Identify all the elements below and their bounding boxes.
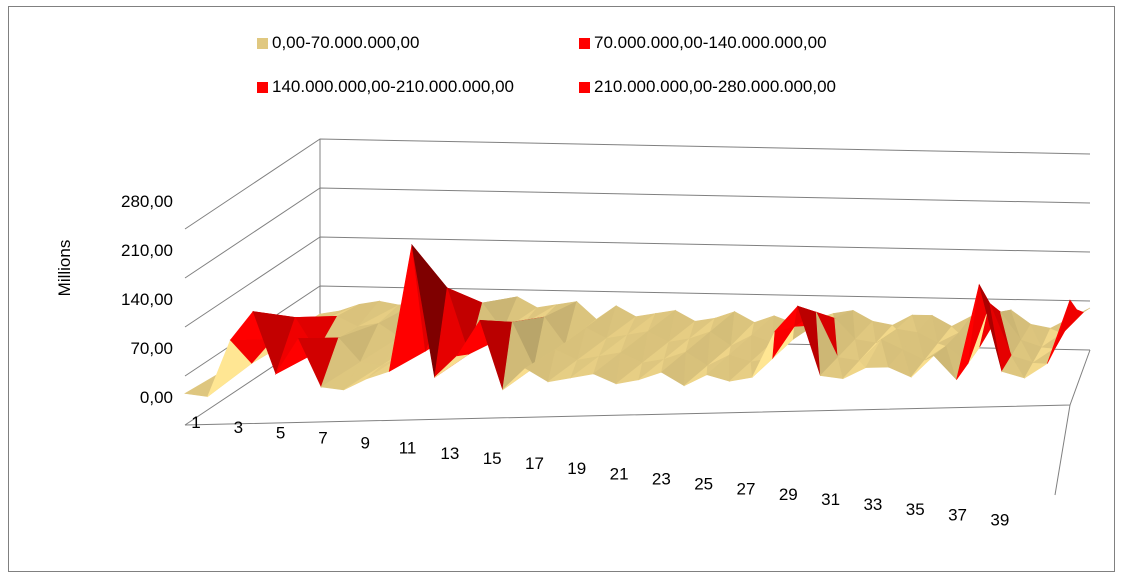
legend-swatch-2 xyxy=(257,81,268,93)
x-tick-label-15: 31 xyxy=(821,490,840,509)
legend-item-2: 140.000.000,00-210.000.000,00 xyxy=(257,77,514,97)
legend-swatch-1 xyxy=(579,37,590,49)
y-tick-label-0: 0,00 xyxy=(140,388,173,407)
legend-item-3: 210.000.000,00-280.000.000,00 xyxy=(579,77,836,97)
y-tick-label-2: 140,00 xyxy=(121,290,173,309)
legend-label-1: 70.000.000,00-140.000.000,00 xyxy=(594,33,827,52)
y-tick-label-1: 70,00 xyxy=(130,339,173,358)
chart-frame xyxy=(8,6,1115,572)
x-tick-label-13: 27 xyxy=(737,480,756,499)
x-tick-label-4: 9 xyxy=(360,434,369,453)
x-tick-label-1: 3 xyxy=(234,418,243,437)
legend-item-1: 70.000.000,00-140.000.000,00 xyxy=(579,33,827,53)
x-tick-label-7: 15 xyxy=(483,449,502,468)
y-tick-label-3: 210,00 xyxy=(121,241,173,260)
x-tick-label-2: 5 xyxy=(276,423,285,442)
surface-facet-233 xyxy=(1054,299,1078,349)
surface-plot xyxy=(184,243,1091,398)
y-axis-ticks: 0,00 70,00 140,00 210,00 280,00 xyxy=(121,192,173,407)
legend-item-0: 0,00-70.000.000,00 xyxy=(257,33,419,53)
x-tick-label-19: 39 xyxy=(990,510,1009,529)
depth-axis-edge xyxy=(1054,404,1071,496)
y-tick-label-4: 280,00 xyxy=(121,192,173,211)
gridline-3 xyxy=(184,187,1091,279)
x-tick-label-10: 21 xyxy=(610,464,629,483)
x-tick-label-14: 29 xyxy=(779,485,798,504)
gridline-2 xyxy=(184,236,1091,328)
x-axis-ticks: 1 3 5 7 9 11 13 15 17 19 21 23 25 27 29 31 33 35 37 39 xyxy=(191,413,1009,529)
x-tick-label-3: 7 xyxy=(318,428,327,447)
gridline-4 xyxy=(184,138,1091,230)
legend-swatch-3 xyxy=(579,81,590,93)
x-tick-label-0: 1 xyxy=(191,413,200,432)
x-tick-label-12: 25 xyxy=(694,475,713,494)
x-tick-label-17: 35 xyxy=(906,500,925,519)
x-tick-label-5: 11 xyxy=(399,439,417,458)
x-tick-label-16: 33 xyxy=(863,495,882,514)
y-axis-label: Millions xyxy=(55,240,74,297)
legend-label-3: 210.000.000,00-280.000.000,00 xyxy=(594,77,837,96)
x-tick-label-6: 13 xyxy=(440,444,459,463)
x-tick-label-8: 17 xyxy=(525,454,544,473)
legend-label-0: 0,00-70.000.000,00 xyxy=(272,33,420,52)
legend-label-2: 140.000.000,00-210.000.000,00 xyxy=(272,77,515,96)
x-tick-label-18: 37 xyxy=(948,505,967,524)
legend-swatch-0 xyxy=(257,37,268,49)
x-tick-label-9: 19 xyxy=(567,459,586,478)
x-tick-label-11: 23 xyxy=(652,469,671,488)
